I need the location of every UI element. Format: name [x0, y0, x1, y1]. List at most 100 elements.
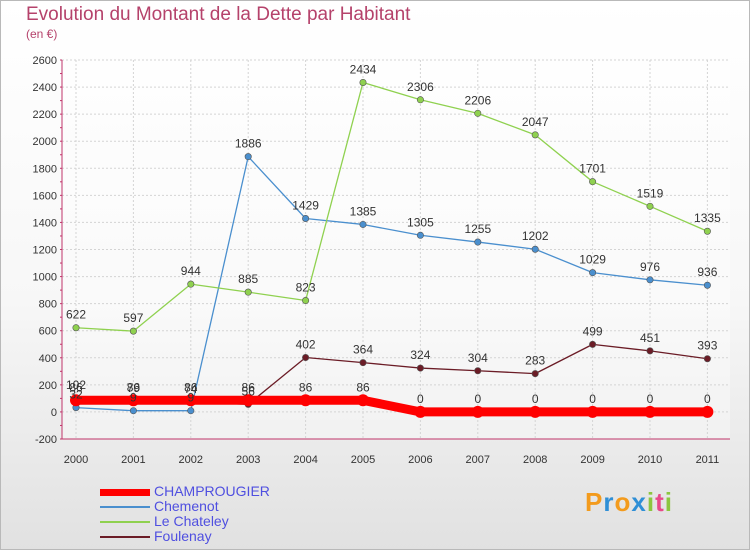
data-point: [589, 269, 597, 277]
data-label: 0: [589, 392, 596, 406]
data-point: [129, 407, 137, 415]
data-label: 2434: [350, 62, 377, 76]
x-tick-label: 2001: [121, 454, 145, 466]
x-tick-label: 2000: [64, 454, 88, 466]
legend-label: Le Chateley: [154, 513, 229, 529]
data-label: 1701: [579, 162, 606, 176]
data-label: 451: [640, 331, 660, 345]
data-point: [474, 238, 482, 246]
x-tick-label: 2011: [696, 454, 720, 466]
series-line-le-chateley: [75, 81, 709, 332]
data-label: 885: [238, 272, 258, 286]
data-point: [703, 227, 711, 235]
data-label: 1255: [464, 222, 491, 236]
data-point: [703, 355, 711, 363]
chart-legend: CHAMPROUGIER Chemenot Le Chateley Foulen…: [100, 483, 360, 545]
logo-letter: o: [614, 487, 632, 517]
data-point: [701, 405, 714, 418]
y-tick-label: 2600: [33, 55, 57, 67]
data-label: 86: [127, 380, 141, 394]
data-point: [531, 245, 539, 253]
x-tick-label: 2003: [236, 454, 260, 466]
data-label: 1202: [522, 229, 549, 243]
data-label: 1305: [407, 215, 434, 229]
data-point: [586, 405, 599, 418]
data-point: [416, 96, 424, 104]
y-tick-label: 200: [39, 380, 57, 392]
data-point: [474, 109, 482, 117]
y-tick-label: 1600: [33, 190, 57, 202]
data-point: [127, 394, 140, 407]
y-tick-label: 1200: [33, 245, 57, 257]
logo-letter: i: [664, 487, 673, 517]
legend-item-le-chateley: Le Chateley: [100, 513, 360, 530]
data-label: 86: [69, 380, 83, 394]
data-label: 1029: [579, 253, 606, 267]
logo-letter: x: [631, 487, 647, 517]
data-point: [359, 220, 367, 228]
data-label: 1335: [694, 211, 721, 225]
data-label: 0: [647, 392, 654, 406]
data-label: 944: [181, 264, 201, 278]
data-point: [72, 324, 80, 332]
legend-swatch: [100, 489, 150, 496]
y-tick-label: 0: [51, 407, 57, 419]
x-tick-label: 2007: [466, 454, 490, 466]
y-tick-label: 2000: [33, 136, 57, 148]
data-point: [416, 231, 424, 239]
data-label: 1385: [350, 204, 377, 218]
logo-letter: P: [585, 487, 604, 517]
data-point: [589, 340, 597, 348]
data-point: [302, 297, 310, 305]
legend-label: Foulenay: [154, 528, 212, 544]
legend-swatch: [100, 506, 150, 508]
data-point: [474, 367, 482, 375]
data-label: 622: [66, 308, 86, 322]
y-tick-label: 1000: [33, 272, 57, 284]
data-label: 9: [130, 391, 137, 405]
data-point: [471, 405, 484, 418]
data-label: 86: [184, 380, 198, 394]
y-tick-label: 800: [39, 299, 57, 311]
data-label: 74: [184, 382, 198, 396]
data-point: [302, 354, 310, 362]
data-point: [646, 202, 654, 210]
x-tick-label: 2002: [179, 454, 203, 466]
data-point: [187, 407, 195, 415]
data-point: [299, 394, 312, 407]
y-tick-label: 1800: [33, 163, 57, 175]
data-label: 79: [127, 381, 141, 395]
logo-letter: i: [646, 487, 656, 517]
data-point: [359, 359, 367, 367]
data-point: [646, 347, 654, 355]
data-label: 1519: [637, 186, 664, 200]
data-label: 2306: [407, 80, 434, 94]
data-label: 0: [417, 392, 424, 406]
data-label: 364: [353, 343, 373, 357]
data-label: 304: [468, 351, 488, 365]
data-label: 597: [123, 311, 143, 325]
data-label: 324: [410, 348, 430, 362]
legend-item-champrougier: CHAMPROUGIER: [100, 483, 360, 500]
data-label: 823: [296, 281, 316, 295]
data-label: 2206: [464, 93, 491, 107]
data-point: [644, 405, 656, 418]
data-label: 936: [697, 265, 717, 279]
y-tick-label: -200: [35, 434, 57, 446]
data-label: 102: [66, 378, 86, 392]
data-label: 0: [704, 392, 711, 406]
data-label: 56: [242, 384, 256, 398]
legend-label: CHAMPROUGIER: [154, 483, 270, 499]
chart-title: Evolution du Montant de la Dette par Hab…: [26, 4, 411, 25]
data-label: 86: [356, 380, 370, 394]
x-tick-label: 2004: [293, 454, 317, 466]
data-label: 402: [296, 338, 316, 352]
data-point: [70, 394, 82, 407]
data-label: 0: [474, 392, 481, 406]
data-label: 32: [69, 388, 83, 402]
data-label: 499: [583, 324, 603, 338]
data-point: [531, 131, 539, 139]
logo-letter: t: [655, 487, 665, 517]
data-point: [187, 280, 195, 288]
data-point: [589, 178, 597, 186]
